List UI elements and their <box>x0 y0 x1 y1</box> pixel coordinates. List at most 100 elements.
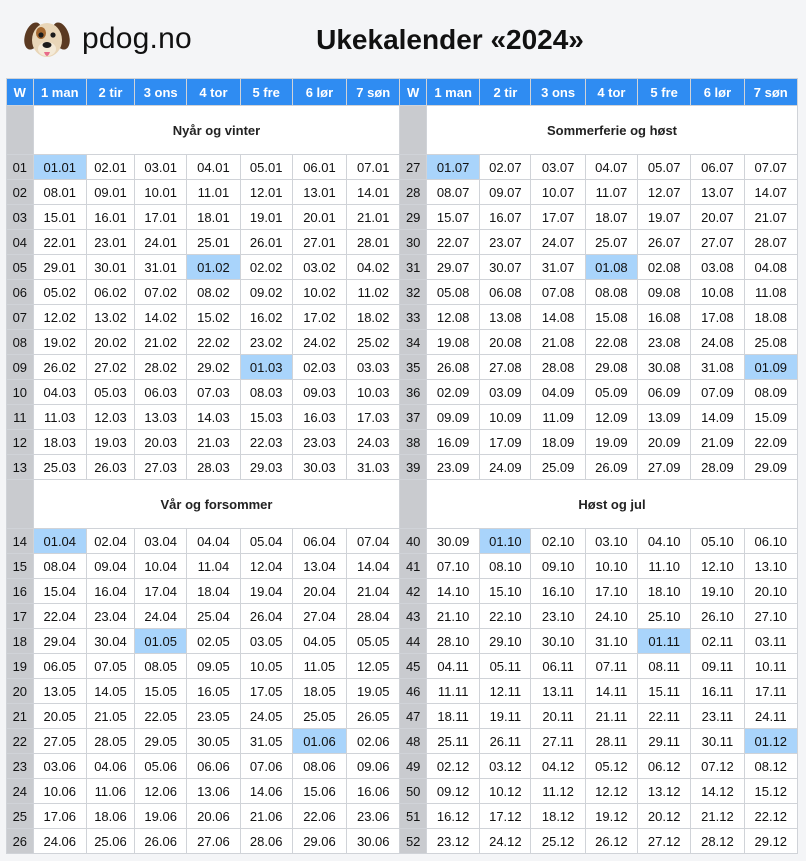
date-cell: 02.10 <box>530 528 586 554</box>
week-row: 07 12.02 13.02 14.02 15.02 16.02 17.02 18.02 33 1… <box>6 304 799 330</box>
brand-logo[interactable]: pdog.no <box>22 16 192 62</box>
date-cell: 09.07 <box>479 179 532 205</box>
week-number: 46 <box>399 678 427 704</box>
date-cell: 22.05 <box>134 703 188 729</box>
date-cell: 22.09 <box>743 429 799 455</box>
date-cell: 19.01 <box>239 204 293 230</box>
week-number: 03 <box>6 204 34 230</box>
date-cell: 22.02 <box>186 329 241 355</box>
date-cell: 15.09 <box>743 404 799 430</box>
week-row: 06 05.02 06.02 07.02 08.02 09.02 10.02 11.02 32 0… <box>6 279 799 305</box>
date-cell: 29.05 <box>134 728 188 754</box>
week-number: 25 <box>6 803 34 829</box>
section-title-row: Vår og forsommer Høst og jul <box>6 479 798 529</box>
date-cell: 03.01 <box>134 154 188 180</box>
date-cell: 19.08 <box>425 329 481 355</box>
day-column-header: 3 ons <box>530 78 586 106</box>
week-number: 32 <box>399 279 427 305</box>
date-cell: 15.01 <box>32 204 87 230</box>
date-cell: 24.10 <box>584 603 639 629</box>
date-cell-month-start: 01.01 <box>32 154 87 180</box>
date-cell: 06.05 <box>32 653 87 679</box>
date-cell-month-start: 01.10 <box>479 528 532 554</box>
date-cell: 27.04 <box>291 603 348 629</box>
date-cell: 14.04 <box>346 553 401 579</box>
date-cell: 08.10 <box>479 553 532 579</box>
date-cell: 12.12 <box>584 778 639 804</box>
week-row: 23 03.06 04.06 05.06 06.06 07.06 08.06 09.06 49 0… <box>6 753 799 779</box>
date-cell: 04.08 <box>743 254 799 280</box>
date-cell: 10.05 <box>239 653 293 679</box>
date-cell: 30.01 <box>85 254 136 280</box>
date-cell: 17.01 <box>134 204 188 230</box>
date-cell: 31.10 <box>584 628 639 654</box>
week-number: 16 <box>6 578 34 604</box>
date-cell: 30.11 <box>690 728 745 754</box>
date-cell: 11.06 <box>85 778 136 804</box>
date-cell: 21.09 <box>690 429 745 455</box>
week-number: 07 <box>6 304 34 330</box>
date-cell: 25.07 <box>584 229 639 255</box>
date-cell: 25.03 <box>32 454 87 480</box>
date-cell: 29.12 <box>743 828 799 854</box>
date-cell: 26.05 <box>346 703 401 729</box>
date-cell: 07.02 <box>134 279 188 305</box>
day-column-header: 7 søn <box>346 78 401 106</box>
date-cell: 30.07 <box>479 254 532 280</box>
date-cell-month-start: 01.04 <box>32 528 87 554</box>
week-number: 40 <box>399 528 427 554</box>
date-cell: 13.01 <box>291 179 348 205</box>
week-row: 17 22.04 23.04 24.04 25.04 26.04 27.04 28.04 43 2… <box>6 603 799 629</box>
week-row: 08 19.02 20.02 21.02 22.02 23.02 24.02 25.02 34 1… <box>6 329 799 355</box>
date-cell: 12.11 <box>479 678 532 704</box>
week-row: 16 15.04 16.04 17.04 18.04 19.04 20.04 21.04 42 1… <box>6 578 799 604</box>
date-cell: 30.04 <box>85 628 136 654</box>
date-cell: 14.05 <box>85 678 136 704</box>
date-cell: 17.08 <box>690 304 745 330</box>
date-cell: 21.04 <box>346 578 401 604</box>
date-cell: 18.03 <box>32 429 87 455</box>
date-cell: 25.08 <box>743 329 799 355</box>
date-cell: 14.01 <box>346 179 401 205</box>
date-cell: 18.01 <box>186 204 241 230</box>
date-cell: 29.04 <box>32 628 87 654</box>
date-cell: 06.07 <box>690 154 745 180</box>
date-cell: 12.06 <box>134 778 188 804</box>
date-cell: 11.12 <box>530 778 586 804</box>
date-cell: 14.06 <box>239 778 293 804</box>
week-row: 03 15.01 16.01 17.01 18.01 19.01 20.01 21.01 29 1… <box>6 204 799 230</box>
date-cell: 03.03 <box>346 354 401 380</box>
date-cell: 17.03 <box>346 404 401 430</box>
date-cell: 29.09 <box>743 454 799 480</box>
date-cell: 31.05 <box>239 728 293 754</box>
date-cell: 16.10 <box>530 578 586 604</box>
date-cell: 26.07 <box>637 229 692 255</box>
date-cell: 08.04 <box>32 553 87 579</box>
date-cell: 30.10 <box>530 628 586 654</box>
date-cell: 27.02 <box>85 354 136 380</box>
date-cell: 03.05 <box>239 628 293 654</box>
date-cell: 02.02 <box>239 254 293 280</box>
date-cell: 29.08 <box>584 354 639 380</box>
section-title: Nyår og vinter <box>32 105 401 155</box>
date-cell: 09.04 <box>85 553 136 579</box>
week-number: 24 <box>6 778 34 804</box>
date-cell: 27.07 <box>690 229 745 255</box>
date-cell: 02.03 <box>291 354 348 380</box>
date-cell: 23.04 <box>85 603 136 629</box>
day-column-header: 6 lør <box>291 78 348 106</box>
date-cell: 21.07 <box>743 204 799 230</box>
section-title: Høst og jul <box>426 479 798 529</box>
date-cell: 04.12 <box>530 753 586 779</box>
date-cell: 06.12 <box>637 753 692 779</box>
date-cell: 24.12 <box>479 828 532 854</box>
date-cell: 14.07 <box>743 179 799 205</box>
date-cell: 24.06 <box>32 828 87 854</box>
week-row: 10 04.03 05.03 06.03 07.03 08.03 09.03 10.03 36 0… <box>6 379 799 405</box>
date-cell: 28.05 <box>85 728 136 754</box>
date-cell: 04.07 <box>584 154 639 180</box>
date-cell: 29.03 <box>239 454 293 480</box>
date-cell: 30.03 <box>291 454 348 480</box>
date-cell: 11.11 <box>425 678 481 704</box>
